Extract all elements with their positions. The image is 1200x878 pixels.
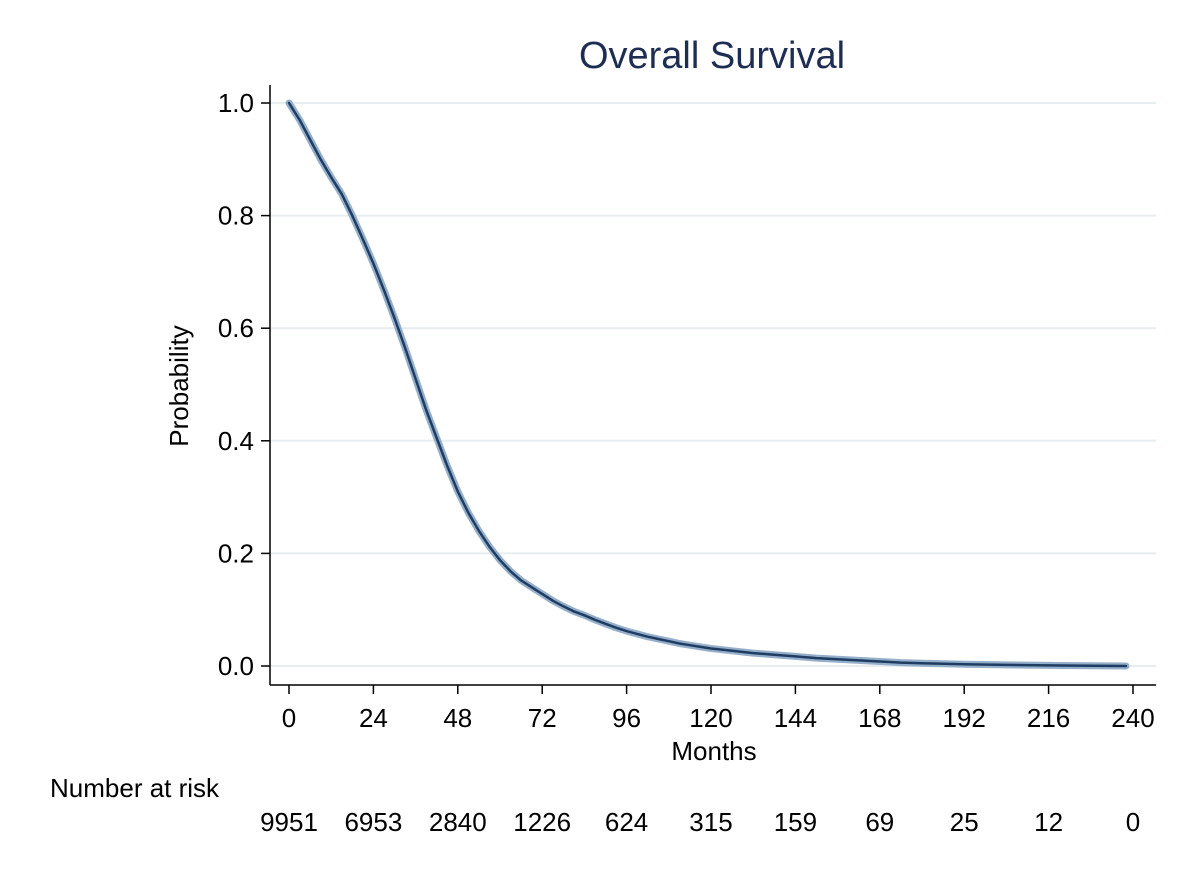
x-tick-label-0: 0	[282, 703, 296, 733]
x-axis-title: Months	[671, 736, 756, 766]
y-tick-label-0.2: 0.2	[218, 538, 254, 568]
risk-table-label: Number at risk	[50, 773, 220, 803]
y-tick-label-1.0: 1.0	[218, 88, 254, 118]
x-axis-ticks: 0 24 48 72 96 120 144 168 192 216 240	[282, 685, 1155, 733]
x-tick-label-72: 72	[528, 703, 557, 733]
survival-confidence-band	[289, 103, 1126, 666]
y-tick-label-0.6: 0.6	[218, 313, 254, 343]
risk-count-72: 1226	[513, 807, 571, 837]
risk-count-240: 0	[1126, 807, 1140, 837]
x-tick-label-96: 96	[612, 703, 641, 733]
risk-count-0: 9951	[260, 807, 318, 837]
axes	[270, 85, 1156, 685]
x-tick-label-168: 168	[858, 703, 901, 733]
risk-count-192: 25	[950, 807, 979, 837]
risk-count-48: 2840	[429, 807, 487, 837]
risk-count-144: 159	[774, 807, 817, 837]
x-tick-label-120: 120	[689, 703, 732, 733]
series-layer	[289, 103, 1126, 666]
x-tick-label-48: 48	[443, 703, 472, 733]
y-axis-title: Probability	[164, 325, 194, 446]
chart-title: Overall Survival	[579, 35, 845, 77]
y-axis-ticks: 0.0 0.2 0.4 0.6 0.8 1.0	[218, 88, 270, 681]
x-tick-label-192: 192	[943, 703, 986, 733]
x-tick-label-216: 216	[1027, 703, 1070, 733]
y-tick-label-0.4: 0.4	[218, 426, 254, 456]
x-tick-label-24: 24	[359, 703, 388, 733]
risk-table: 9951 6953 2840 1226 624 315 159 69 25 12 0	[260, 807, 1140, 837]
x-tick-label-240: 240	[1111, 703, 1154, 733]
risk-count-216: 12	[1034, 807, 1063, 837]
gridlines	[271, 103, 1156, 666]
x-tick-label-144: 144	[774, 703, 817, 733]
y-tick-label-0.0: 0.0	[218, 651, 254, 681]
risk-count-168: 69	[865, 807, 894, 837]
risk-count-24: 6953	[344, 807, 402, 837]
y-tick-label-0.8: 0.8	[218, 201, 254, 231]
risk-count-96: 624	[605, 807, 648, 837]
risk-count-120: 315	[689, 807, 732, 837]
